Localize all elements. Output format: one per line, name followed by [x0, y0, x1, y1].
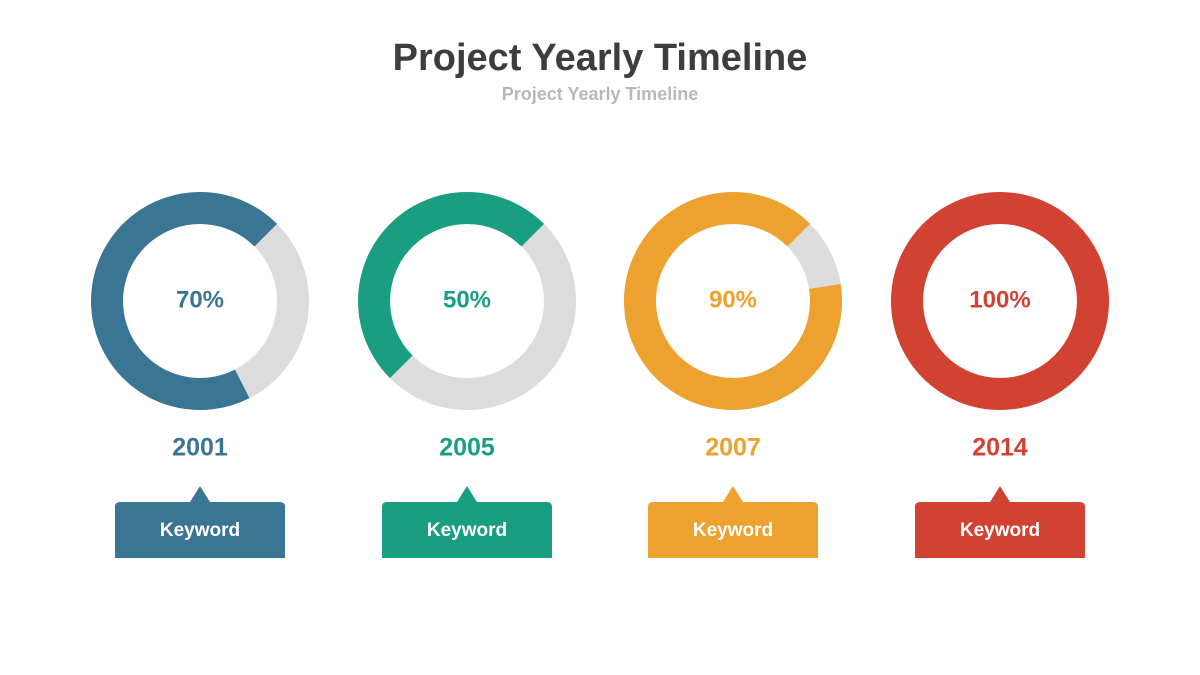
value-label: 100% [969, 286, 1030, 313]
callout-box [915, 486, 1085, 558]
year-label: 2005 [439, 434, 495, 462]
callout-label: Keyword [160, 520, 240, 541]
donut-arc [358, 192, 545, 379]
value-label: 70% [176, 286, 224, 313]
callout-label: Keyword [427, 520, 507, 541]
callout-box [648, 486, 818, 558]
year-label: 2014 [972, 434, 1028, 462]
donut-arc [91, 192, 278, 410]
value-label: 50% [443, 286, 491, 313]
callout-box [115, 486, 285, 558]
donut-arc [891, 192, 1109, 410]
year-label: 2001 [172, 434, 228, 462]
callout-box [382, 486, 552, 558]
callout-label: Keyword [960, 520, 1040, 541]
callout-label: Keyword [693, 520, 773, 541]
year-label: 2007 [705, 434, 761, 462]
donut-arc [624, 192, 842, 410]
subtitle: Project Yearly Timeline [502, 84, 698, 104]
title: Project Yearly Timeline [393, 37, 808, 79]
value-label: 90% [709, 286, 757, 313]
